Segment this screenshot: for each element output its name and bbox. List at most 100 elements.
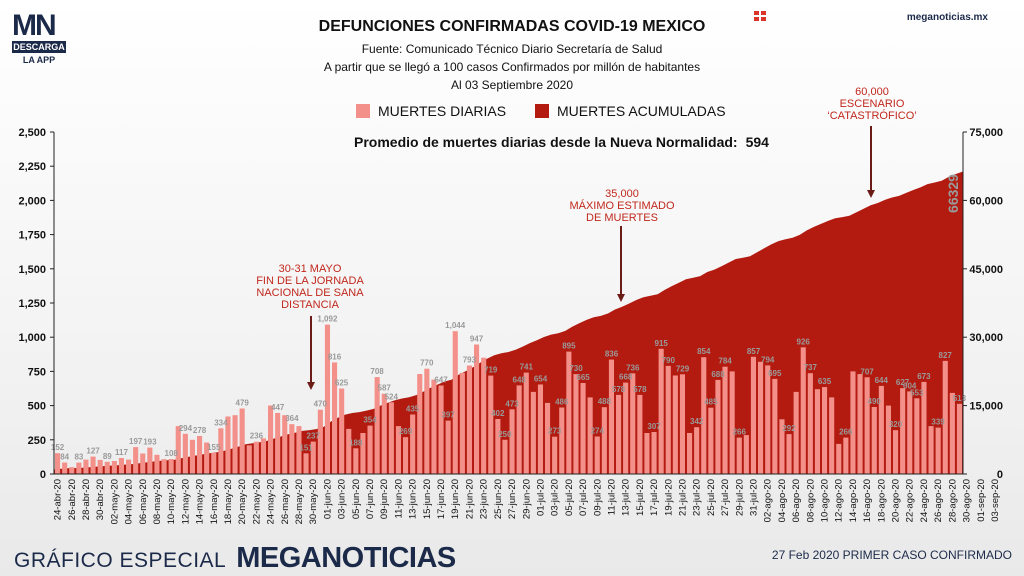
daily-bar [509,409,515,474]
daily-bar [431,379,437,474]
daily-data-label: 473 [505,399,519,408]
daily-bar [637,394,643,474]
daily-bar [829,397,835,474]
daily-bar [552,436,558,474]
daily-data-label: 1,092 [317,315,338,324]
logo[interactable]: MN DESCARGA LA APP [12,11,66,65]
daily-bar [403,437,409,474]
daily-bar [651,432,657,474]
x-tick-label: 03-jun-20 [337,479,348,519]
x-tick-label: 20-ago-20 [891,479,902,522]
x-tick-label: 17-jun-20 [436,479,447,519]
x-tick-label: 26-abr-20 [67,479,78,520]
y-left-tick-label: 2,250 [18,161,46,173]
legend-label-daily: MUERTES DIARIAS [378,103,507,119]
x-tick-label: 20-may-20 [237,479,248,524]
daily-bar [729,371,735,474]
x-tick-label: 30-ago-20 [962,479,973,522]
daily-bar [587,397,593,474]
annotation-jornada-line2: FIN DE LA JORNADA [256,275,364,287]
daily-data-label: 790 [662,356,676,365]
daily-bar [665,365,671,474]
footer-label: GRÁFICO ESPECIAL [14,549,227,572]
flag-icon [754,11,766,21]
y-right-tick-label: 45,000 [969,264,1003,276]
daily-bar [140,453,146,474]
daily-bar [424,368,430,474]
x-tick-label: 02-may-20 [109,479,120,524]
x-tick-label: 16-ago-20 [862,479,873,522]
daily-data-label: 604 [903,381,917,390]
x-tick-label: 12-ago-20 [834,479,845,522]
daily-data-label: 266 [733,428,747,437]
daily-data-label: 644 [875,376,889,385]
daily-bar [253,441,259,474]
daily-data-label: 587 [378,384,392,393]
daily-bar [395,426,402,474]
daily-data-label: 354 [363,416,377,425]
y-right-tick-label: 60,000 [969,195,1003,207]
daily-bar [76,462,82,474]
daily-data-label: 250 [498,430,512,439]
daily-bar [381,393,387,474]
daily-bar [786,434,792,474]
daily-bar [530,391,536,474]
daily-data-label: 479 [236,399,250,408]
x-tick-label: 29-jul-20 [734,479,745,516]
daily-bar [97,459,103,474]
annotation-jornada: 30-31 MAYO FIN DE LA JORNADA NACIONAL DE… [250,263,370,311]
daily-bar [942,360,948,474]
cumulative-area [54,171,963,474]
x-tick-label: 15-jul-20 [635,479,646,516]
daily-bar [537,384,544,474]
daily-bar [644,433,650,474]
daily-bar [701,357,707,474]
annotation-escenario-line3: ‘CATASTRÓFICO’ [827,110,917,122]
daily-bar [346,428,352,474]
daily-data-label: 490 [868,397,882,406]
daily-bar [474,344,480,474]
daily-bar [822,387,828,474]
legend-label-cumulative: MUERTES ACUMULADAS [557,103,726,119]
daily-data-label: 707 [860,367,874,376]
daily-bar [459,372,465,474]
daily-bar [438,385,444,474]
site-name[interactable]: meganoticias.mx [906,12,988,23]
daily-data-label: 708 [370,367,384,376]
x-tick-label: 25-jul-20 [706,479,717,516]
subtitle-source: Fuente: Comunicado Técnico Diario Secret… [361,42,663,56]
daily-bar [374,377,380,474]
x-tick-label: 08-ago-20 [805,479,816,522]
x-tick-label: 22-may-20 [251,479,262,524]
daily-bar [289,424,295,474]
annotation-maximo: 35,000 MÁXIMO ESTIMADO DE MUERTES [562,188,682,224]
daily-data-label: 553 [910,388,924,397]
x-tick-label: 05-jun-20 [351,479,362,519]
daily-bar [282,415,288,474]
x-tick-label: 30-abr-20 [95,479,106,520]
y-right-tick-label: 0 [997,469,1003,481]
x-tick-label: 23-jun-20 [479,479,490,519]
daily-data-label: 513 [953,394,967,403]
daily-bar [495,419,501,474]
daily-data-label: 155 [207,443,221,452]
y-left-tick-label: 1,250 [18,298,46,310]
y-right-tick-label: 15,000 [969,401,1003,413]
daily-data-label: 926 [797,337,811,346]
daily-bar [800,347,806,474]
daily-bar [104,461,110,474]
daily-bar [601,407,607,474]
annotation-maximo-line2: MÁXIMO ESTIMADO [569,200,675,212]
daily-data-label: 793 [463,356,477,365]
y-left-tick-label: 750 [28,366,46,378]
annotation-escenario-line1: 60,000 [855,86,889,98]
daily-bar [814,389,821,474]
x-tick-label: 29-jun-20 [521,479,532,519]
x-tick-label: 28-ago-20 [947,479,958,522]
daily-bar [516,385,522,474]
daily-bar [268,405,274,474]
daily-data-label: 188 [349,438,363,447]
daily-bar [857,374,863,474]
annotation-jornada-line1: 30-31 MAYO [278,263,342,275]
x-tick-label: 27-jul-20 [720,479,731,516]
